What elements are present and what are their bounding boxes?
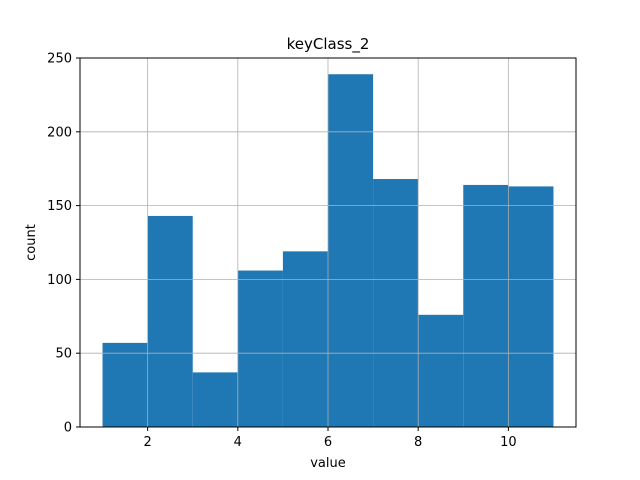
y-axis-ticks: 0 50 100 150 200 250 [47,52,80,436]
y-tick-label: 200 [47,125,72,140]
histogram-bar [418,314,464,427]
x-tick-label: 2 [143,435,151,450]
histogram-bar [463,184,509,427]
chart-title: keyClass_2 [287,35,370,54]
x-tick-label: 10 [500,435,517,450]
histogram-bar [328,74,374,428]
bars [102,74,554,428]
x-tick-label: 6 [324,435,332,450]
x-axis-title: value [310,456,346,471]
x-tick-label: 4 [234,435,242,450]
y-tick-label: 150 [47,199,72,214]
y-tick-label: 100 [47,273,72,288]
y-axis-title: count [24,224,39,261]
histogram-bar [508,186,554,427]
y-tick-label: 50 [55,347,72,362]
y-tick-label: 0 [64,421,72,436]
x-tick-label: 8 [414,435,422,450]
y-tick-label: 250 [47,52,72,67]
histogram-bar [373,179,419,427]
histogram-bar [147,215,193,427]
histogram-bar [282,251,328,427]
x-axis-ticks: 2 4 6 8 10 [143,427,517,450]
histogram-bar [237,270,283,427]
histogram-bar [192,372,238,427]
histogram-bar [102,342,148,427]
